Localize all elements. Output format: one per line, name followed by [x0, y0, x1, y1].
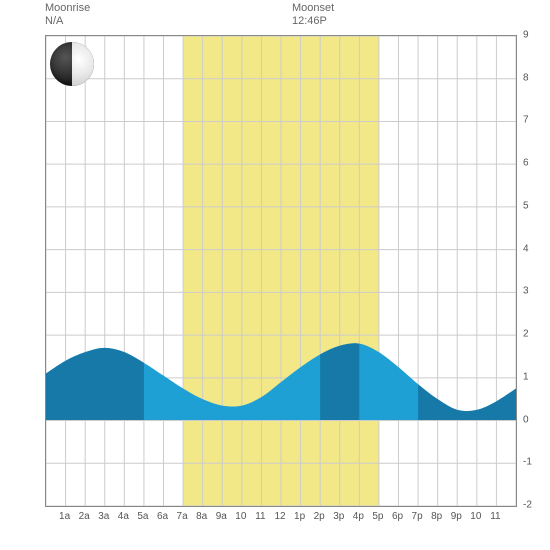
- moonset-label: Moonset: [292, 2, 334, 15]
- y-tick-label: 5: [523, 200, 529, 211]
- x-tick-label: 4a: [118, 511, 129, 522]
- y-tick-label: 9: [523, 30, 529, 41]
- moonrise-block: Moonrise N/A: [45, 2, 90, 28]
- x-tick-label: 3p: [333, 511, 344, 522]
- y-tick-label: 4: [523, 243, 529, 254]
- x-tick-label: 5a: [137, 511, 148, 522]
- tide-chart-container: Moonrise N/A Moonset 12:46P 1a 2a 3a 4a 5a 6a…: [0, 0, 550, 550]
- y-tick-label: -2: [523, 500, 532, 511]
- x-tick-label: 5p: [372, 511, 383, 522]
- moonrise-label: Moonrise: [45, 2, 90, 15]
- x-tick-label: 9a: [216, 511, 227, 522]
- x-tick-label: 11: [490, 511, 500, 522]
- moonset-value: 12:46P: [292, 15, 334, 28]
- y-tick-label: 7: [523, 115, 529, 126]
- moonset-block: Moonset 12:46P: [292, 2, 334, 28]
- chart-svg: [46, 36, 516, 506]
- x-tick-label: 8a: [196, 511, 207, 522]
- x-tick-label: 8p: [431, 511, 442, 522]
- x-tick-label: 1a: [59, 511, 70, 522]
- x-tick-label: 12: [274, 511, 285, 522]
- x-tick-label: 2p: [314, 511, 325, 522]
- x-tick-label: 3a: [98, 511, 109, 522]
- x-tick-label: 6a: [157, 511, 168, 522]
- moon-phase-icon: [50, 42, 94, 86]
- x-tick-label: 11: [255, 511, 265, 522]
- x-tick-label: 10: [235, 511, 246, 522]
- x-tick-label: 10: [470, 511, 481, 522]
- x-tick-label: 7p: [412, 511, 423, 522]
- x-tick-label: 7a: [177, 511, 188, 522]
- x-tick-label: 2a: [79, 511, 90, 522]
- y-tick-label: 8: [523, 72, 529, 83]
- x-tick-label: 9p: [451, 511, 462, 522]
- y-tick-label: -1: [523, 457, 532, 468]
- x-tick-label: 4p: [353, 511, 364, 522]
- x-tick-label: 6p: [392, 511, 403, 522]
- y-tick-label: 2: [523, 329, 529, 340]
- moon-lit-half: [72, 42, 94, 86]
- chart-plot-area: [45, 35, 517, 507]
- moonrise-value: N/A: [45, 15, 90, 28]
- y-tick-label: 0: [523, 414, 529, 425]
- y-tick-label: 3: [523, 286, 529, 297]
- x-tick-label: 1p: [294, 511, 305, 522]
- y-tick-label: 6: [523, 158, 529, 169]
- y-tick-label: 1: [523, 371, 529, 382]
